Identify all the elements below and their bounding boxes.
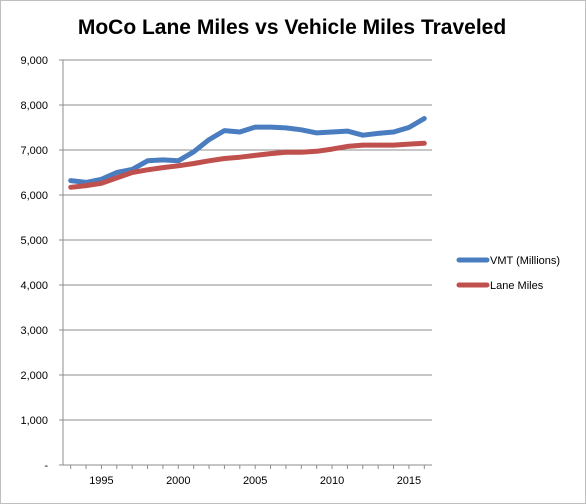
- series-lines: [68, 116, 427, 190]
- y-tick-label: 5,000: [20, 235, 48, 247]
- y-tick-label: 7,000: [20, 145, 48, 157]
- y-tick-label: 9,000: [20, 55, 48, 67]
- legend-label-vmt: VMT (Millions): [490, 255, 560, 267]
- x-tick-label: 2000: [166, 475, 190, 487]
- chart-title: MoCo Lane Miles vs Vehicle Miles Travele…: [77, 16, 507, 39]
- axes: [62, 60, 432, 466]
- series-line-lane-miles: [68, 140, 427, 190]
- x-tick-label: 2015: [397, 475, 421, 487]
- series-line-vmt: [68, 116, 427, 185]
- y-tick-label: 1,000: [20, 415, 48, 427]
- y-tick-label: 2,000: [20, 370, 48, 382]
- gridlines: [63, 59, 432, 421]
- y-tick-label: 6,000: [20, 190, 48, 202]
- x-tick-label: 2010: [320, 475, 344, 487]
- x-axis-tick-labels: 1995 2000 2005 2010 2015: [70, 465, 425, 487]
- y-tick-label: 3,000: [20, 325, 48, 337]
- x-tick-label: 1995: [89, 475, 113, 487]
- y-tick-label: 8,000: [20, 100, 48, 112]
- x-tick-label: 2005: [243, 475, 267, 487]
- y-tick-label: -: [44, 460, 48, 472]
- legend-label-lane-miles: Lane Miles: [490, 280, 544, 292]
- y-axis-tick-labels: - 1,000 2,000 3,000 4,000 5,000 6,000 7,000 8,00…: [20, 55, 63, 472]
- legend: VMT (Millions) Lane Miles: [456, 255, 560, 292]
- y-tick-label: 4,000: [20, 280, 48, 292]
